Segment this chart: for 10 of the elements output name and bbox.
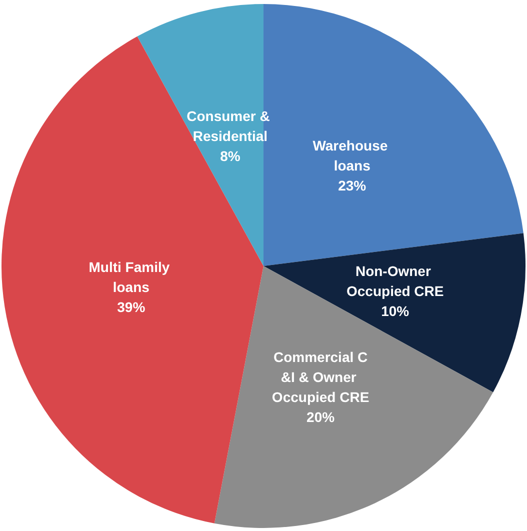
slice-label: Commercial C&I & Owner Occupied CRE (272, 349, 370, 406)
data-label: 39% (117, 298, 146, 315)
data-label: 20% (306, 409, 336, 426)
data-label: 8% (220, 148, 241, 164)
slice-label: Warehouse loans (312, 137, 392, 174)
data-label: 10% (381, 303, 410, 320)
slice-label: Multi Family loans (88, 258, 174, 295)
data-label: 23% (338, 177, 367, 194)
slice-label: Non-Owner Occupied CRE (346, 263, 444, 300)
slice-label: Consumer & Residential (186, 108, 274, 144)
